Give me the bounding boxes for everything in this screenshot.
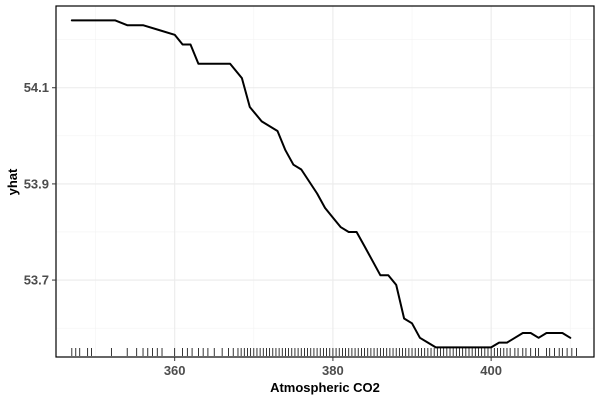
- x-axis-title: Atmospheric CO2: [270, 380, 380, 395]
- x-tick-label-2: 400: [480, 363, 502, 378]
- y-axis-title: yhat: [5, 168, 20, 195]
- rug: [71, 348, 577, 356]
- panel-background: [56, 6, 594, 357]
- panel-border: [55, 5, 595, 358]
- x-tick-label-1: 380: [322, 363, 344, 378]
- y-tick-label-1: 53.9: [24, 176, 49, 191]
- x-axis: 360 380 400: [164, 357, 502, 378]
- y-axis: 53.7 53.9 54.1: [24, 80, 56, 288]
- y-tick-label-0: 53.7: [24, 273, 49, 288]
- series-line: [70, 19, 572, 349]
- grid: [56, 6, 594, 357]
- x-tick-label-0: 360: [164, 363, 186, 378]
- y-tick-label-2: 54.1: [24, 80, 49, 95]
